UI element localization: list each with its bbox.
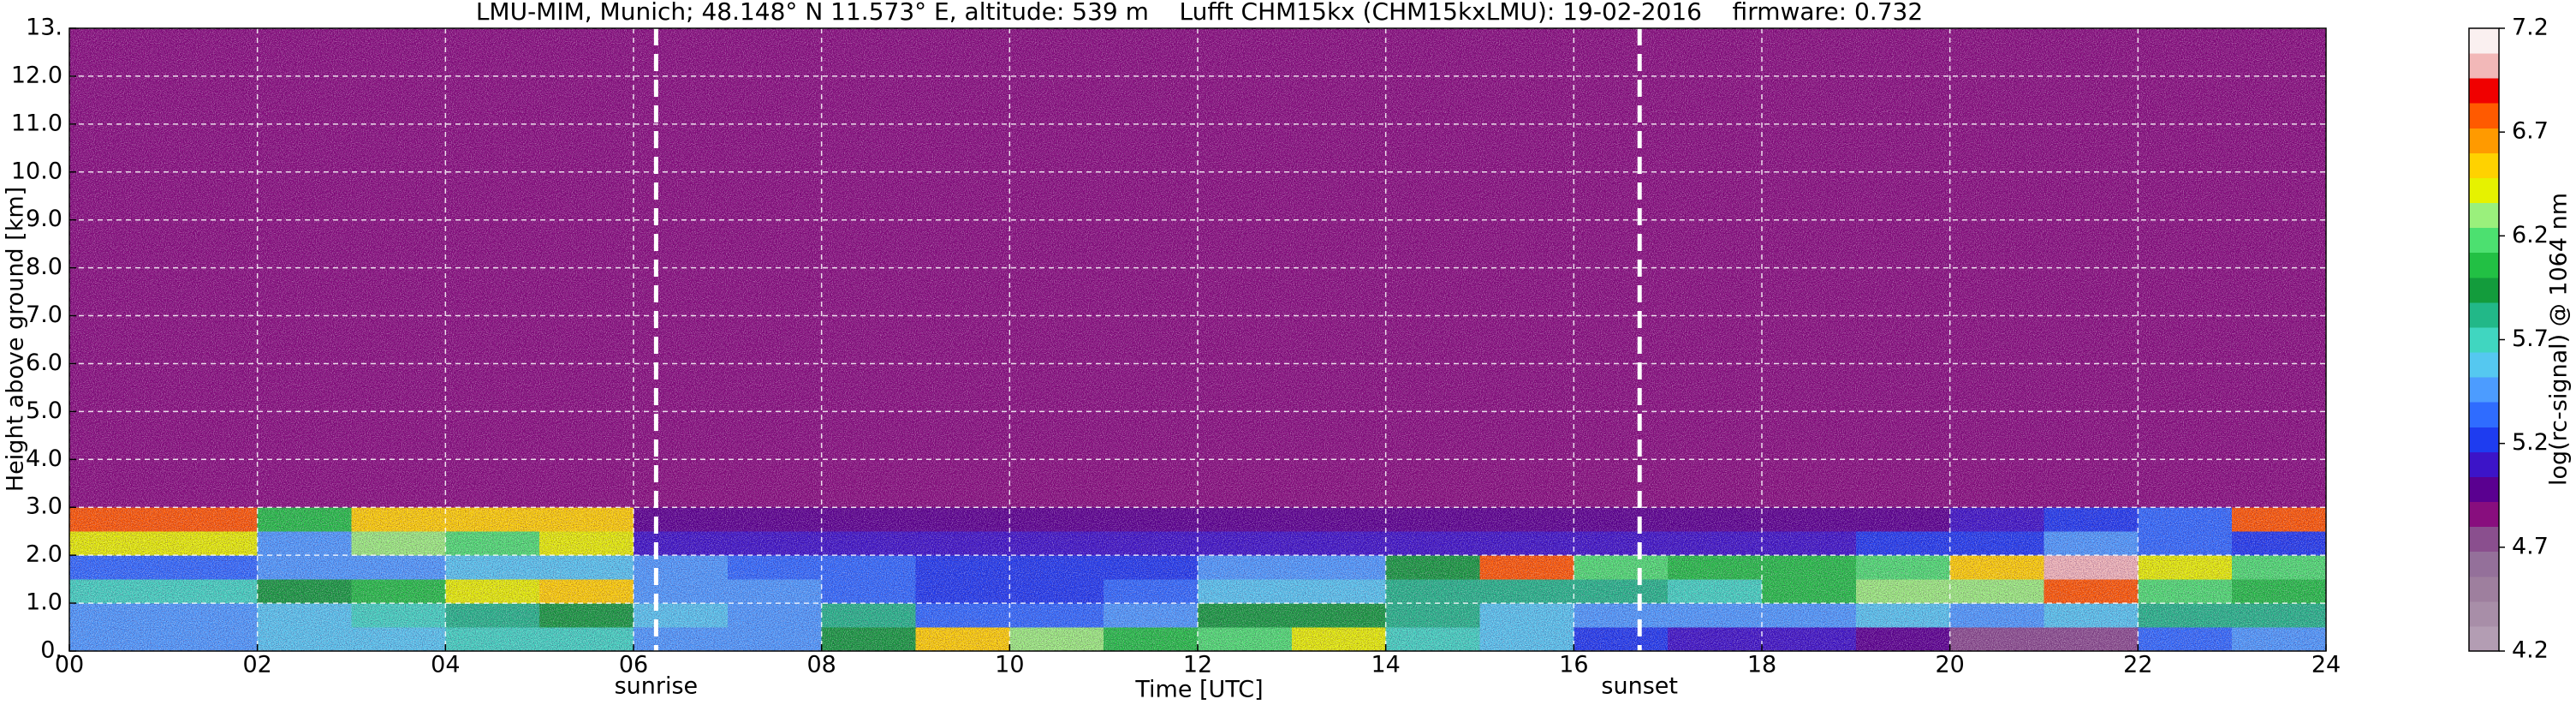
colorbar-segment (2469, 152, 2499, 178)
x-tick-label: 24 (2311, 652, 2341, 678)
annotation-label: sunset (1601, 673, 1678, 700)
x-tick-label: 08 (806, 652, 836, 678)
colorbar-segment (2469, 103, 2499, 128)
colorbar-segment (2469, 451, 2499, 477)
y-tick-label: 3.0 (26, 493, 62, 520)
colorbar-segment (2469, 352, 2499, 378)
colorbar-tick-label: 7.2 (2512, 15, 2549, 41)
x-tick-label: 10 (995, 652, 1024, 678)
chart-title: LMU-MIM, Munich; 48.148° N 11.573° E, al… (476, 0, 1923, 26)
x-tick-label: 12 (1183, 652, 1212, 678)
x-tick-label: 02 (242, 652, 271, 678)
y-tick-label: 1.0 (26, 589, 62, 616)
axes: 00 02 04 06 08 10 12 14 16 18 20 22 24 0. 1.0 2.0 3.0 4.0… (11, 15, 2549, 700)
x-tick-label: 22 (2123, 652, 2152, 678)
x-tick-label: 16 (1559, 652, 1588, 678)
colorbar-segment (2469, 576, 2499, 602)
y-tick-label: 13. (26, 15, 62, 41)
colorbar-tick-label: 5.2 (2512, 429, 2549, 456)
colorbar-segment (2469, 177, 2499, 204)
colorbar-segment (2469, 227, 2499, 254)
colorbar-segment (2469, 427, 2499, 452)
x-tick-label: 06 (619, 652, 648, 678)
colorbar-segment (2469, 476, 2499, 503)
y-tick-label: 8.0 (26, 254, 62, 280)
colorbar-tick-label: 5.7 (2512, 326, 2549, 352)
colorbar-segment (2469, 326, 2499, 353)
colorbar-segment (2469, 625, 2499, 652)
colorbar-segment (2469, 551, 2499, 577)
y-tick-label: 5.0 (26, 397, 62, 424)
y-axis-label: Height above ground [km] (3, 187, 29, 492)
colorbar-segment (2469, 302, 2499, 328)
colorbar-segment (2469, 501, 2499, 528)
colorbar-segment (2469, 526, 2499, 553)
x-tick-label: 20 (1935, 652, 1964, 678)
colorbar-tick-label: 4.7 (2512, 533, 2549, 559)
y-tick-label: 7.0 (26, 302, 62, 328)
y-tick-label: 11.0 (11, 110, 62, 136)
colorbar-label: log(rc-signal) @ 1064 nm (2546, 193, 2573, 486)
x-tick-label: 00 (55, 652, 84, 678)
colorbar-tick-label: 4.2 (2512, 637, 2549, 664)
y-tick-label: 6.0 (26, 350, 62, 376)
y-tick-label: 2.0 (26, 541, 62, 568)
y-tick-label: 0. (40, 637, 62, 664)
x-tick-label: 14 (1371, 652, 1400, 678)
x-axis-label: Time [UTC] (1134, 677, 1263, 703)
annotation-label: sunrise (615, 673, 699, 700)
y-tick-label: 10.0 (11, 158, 62, 184)
colorbar-segment (2469, 128, 2499, 153)
colorbar-segment (2469, 53, 2499, 79)
colorbar-tick-label: 6.7 (2512, 118, 2549, 145)
colorbar-segment (2469, 402, 2499, 427)
colorbar-segment (2469, 28, 2499, 54)
y-tick-label: 4.0 (26, 445, 62, 472)
colorbar-tick-label: 6.2 (2512, 222, 2549, 248)
colorbar-segment (2469, 252, 2499, 278)
x-tick-label: 04 (431, 652, 460, 678)
plot-frame (68, 27, 2327, 652)
colorbar-segment (2469, 277, 2499, 303)
x-tick-label: 18 (1747, 652, 1776, 678)
y-tick-label: 9.0 (26, 206, 62, 232)
colorbar-segment (2469, 202, 2499, 229)
colorbar-segment (2469, 78, 2499, 104)
colorbar-segment (2469, 377, 2499, 403)
y-tick-label: 12.0 (11, 62, 62, 88)
colorbar-segment (2469, 600, 2499, 627)
